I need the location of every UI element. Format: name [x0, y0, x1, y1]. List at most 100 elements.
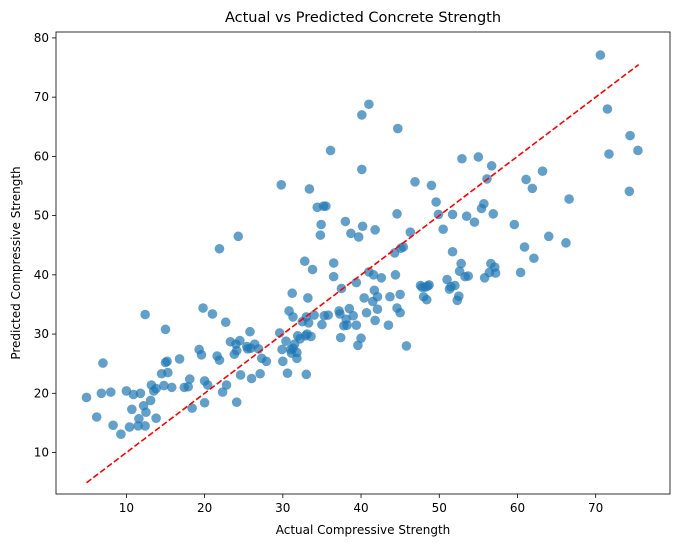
data-point	[336, 283, 347, 294]
data-point	[461, 211, 472, 222]
data-point	[537, 166, 548, 176]
data-point	[351, 320, 362, 330]
data-point	[433, 209, 444, 220]
data-point	[604, 149, 614, 159]
data-point	[372, 304, 383, 315]
data-point	[442, 274, 452, 285]
data-point	[245, 326, 255, 337]
data-point	[307, 264, 318, 275]
data-point	[196, 350, 207, 360]
data-point	[543, 231, 554, 242]
data-point	[424, 280, 434, 290]
data-point	[214, 355, 225, 365]
data-point	[357, 164, 367, 175]
data-point	[370, 225, 380, 235]
data-point	[370, 315, 380, 326]
data-point	[183, 381, 193, 392]
data-point	[625, 130, 635, 141]
data-point	[385, 291, 395, 302]
data-point	[151, 413, 161, 423]
data-point	[255, 368, 265, 379]
x-tick-label: 40	[353, 501, 368, 515]
data-point	[288, 312, 298, 322]
data-point	[457, 153, 467, 164]
data-point	[353, 232, 364, 242]
data-point	[321, 201, 331, 211]
data-point	[135, 388, 146, 399]
data-point	[602, 104, 613, 114]
data-point	[328, 258, 339, 268]
data-point	[140, 421, 150, 431]
data-point	[473, 152, 484, 162]
data-point	[134, 413, 144, 424]
data-point	[81, 392, 92, 403]
data-point	[357, 110, 367, 120]
data-point	[357, 221, 368, 232]
y-tick-label: 20	[34, 386, 49, 400]
data-point	[292, 347, 302, 358]
data-point	[166, 382, 177, 393]
x-tick-label: 60	[510, 501, 525, 515]
points-layer	[81, 50, 643, 439]
data-point	[398, 242, 409, 252]
data-point	[595, 50, 606, 60]
data-point	[564, 194, 574, 204]
reference-line	[86, 63, 640, 484]
data-point	[174, 354, 185, 364]
data-point	[235, 335, 245, 346]
data-point	[529, 253, 539, 264]
data-point	[561, 238, 571, 248]
data-point	[187, 403, 197, 413]
data-point	[277, 344, 287, 355]
data-point	[527, 183, 538, 194]
data-point	[463, 271, 474, 281]
data-point	[521, 174, 531, 185]
data-point	[454, 291, 464, 301]
data-point	[368, 270, 379, 280]
data-point	[335, 309, 345, 319]
x-tick-label: 10	[119, 501, 134, 515]
data-point	[159, 380, 169, 391]
data-point	[276, 180, 287, 190]
data-point	[281, 336, 291, 346]
data-point	[431, 197, 441, 207]
y-tick-label: 30	[34, 327, 49, 341]
data-point	[383, 320, 394, 330]
data-point	[450, 280, 460, 291]
y-tick-label: 70	[34, 90, 49, 104]
data-point	[133, 421, 143, 431]
data-point	[344, 303, 355, 314]
data-point	[490, 268, 501, 278]
data-point	[278, 356, 288, 367]
data-point	[145, 395, 156, 406]
data-point	[361, 307, 372, 318]
data-point	[299, 256, 310, 267]
data-point	[141, 407, 151, 418]
data-point	[469, 217, 480, 227]
data-point	[317, 319, 327, 330]
plot-area-frame	[55, 31, 671, 495]
data-point	[376, 273, 387, 283]
data-point	[306, 331, 316, 342]
data-point	[309, 310, 319, 320]
data-point	[233, 231, 244, 242]
data-point	[356, 333, 366, 344]
data-point	[515, 267, 526, 278]
data-point	[405, 227, 416, 237]
data-point	[335, 332, 346, 343]
data-point	[426, 180, 437, 191]
data-point	[207, 309, 218, 319]
data-point	[235, 370, 246, 380]
data-point	[624, 186, 635, 197]
data-point	[96, 388, 107, 399]
data-point	[346, 228, 356, 239]
x-tick-label: 50	[432, 501, 447, 515]
data-point	[163, 367, 173, 378]
data-point	[231, 345, 242, 356]
chart-title: Actual vs Predicted Concrete Strength	[225, 10, 501, 26]
y-tick-label: 10	[34, 446, 49, 460]
data-point	[348, 310, 359, 321]
data-point	[198, 303, 208, 313]
data-point	[633, 145, 643, 156]
